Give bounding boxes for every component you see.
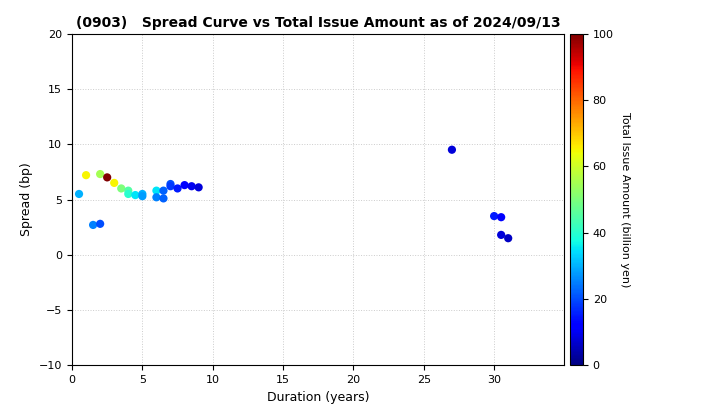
Point — [137, 193, 148, 199]
Point — [150, 194, 162, 201]
X-axis label: Duration (years): Duration (years) — [267, 391, 369, 404]
Point — [488, 213, 500, 219]
Point — [130, 192, 141, 198]
Point — [495, 231, 507, 238]
Point — [446, 147, 458, 153]
Point — [179, 182, 190, 189]
Point — [102, 174, 113, 181]
Point — [495, 214, 507, 220]
Point — [172, 185, 184, 192]
Point — [122, 191, 134, 197]
Point — [94, 171, 106, 177]
Point — [150, 187, 162, 194]
Point — [81, 172, 92, 178]
Point — [94, 220, 106, 227]
Title: (0903)   Spread Curve vs Total Issue Amount as of 2024/09/13: (0903) Spread Curve vs Total Issue Amoun… — [76, 16, 561, 30]
Point — [87, 222, 99, 228]
Point — [186, 183, 197, 189]
Point — [165, 183, 176, 189]
Point — [503, 235, 514, 242]
Point — [158, 195, 169, 202]
Point — [115, 185, 127, 192]
Point — [122, 187, 134, 194]
Point — [193, 184, 204, 191]
Point — [165, 181, 176, 187]
Point — [158, 187, 169, 194]
Y-axis label: Spread (bp): Spread (bp) — [20, 163, 33, 236]
Point — [137, 191, 148, 197]
Y-axis label: Total Issue Amount (billion yen): Total Issue Amount (billion yen) — [621, 112, 630, 287]
Point — [109, 180, 120, 186]
Point — [73, 191, 85, 197]
